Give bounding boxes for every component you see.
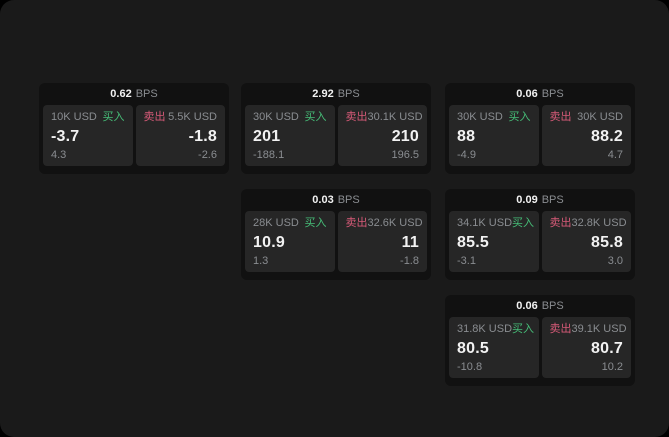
sell-tag: 卖出 — [345, 217, 368, 229]
buy-panel[interactable]: 31.8K USD 买入 80.5 -10.8 — [449, 317, 539, 378]
buy-panel[interactable]: 30K USD 买入 201 -188.1 — [245, 105, 335, 166]
buy-tag: 买入 — [512, 217, 535, 229]
sell-amount: 32.6K USD — [367, 217, 423, 229]
buy-sub-value: -4.9 — [457, 149, 476, 161]
quote-panels: 31.8K USD 买入 80.5 -10.8 卖出 39.1K USD 80.… — [445, 317, 635, 382]
quote-panels: 28K USD 买入 10.9 1.3 卖出 32.6K USD 11 -1.8 — [241, 211, 431, 276]
buy-tag: 买入 — [304, 111, 327, 123]
bps-unit: BPS — [541, 88, 564, 100]
sell-sub-value: -1.8 — [400, 255, 419, 267]
buy-panel[interactable]: 30K USD 买入 88 -4.9 — [449, 105, 539, 166]
sell-panel[interactable]: 卖出 30K USD 88.2 4.7 — [541, 105, 631, 166]
quote-panels: 30K USD 买入 88 -4.9 卖出 30K USD 88.2 4.7 — [445, 105, 635, 170]
bps-value: 0.06 — [516, 88, 538, 100]
sell-sub-value: -2.6 — [198, 149, 217, 161]
buy-sub-value: 4.3 — [51, 149, 67, 161]
sell-amount: 39.1K USD — [571, 323, 627, 335]
buy-price: 85.5 — [457, 233, 489, 251]
buy-panel[interactable]: 10K USD 买入 -3.7 4.3 — [43, 105, 133, 166]
bps-value: 0.09 — [516, 194, 538, 206]
sell-amount: 30.1K USD — [367, 111, 423, 123]
bps-header: 0.09 BPS — [445, 189, 635, 211]
buy-amount: 34.1K USD — [457, 217, 513, 229]
bps-header: 2.92 BPS — [241, 83, 431, 105]
bps-value: 0.62 — [110, 88, 132, 100]
bps-value: 0.03 — [312, 194, 334, 206]
quote-card-2: 2.92 BPS 30K USD 买入 201 -188.1 卖出 30.1K … — [241, 83, 431, 174]
sell-price: 210 — [391, 127, 419, 145]
quote-panels: 34.1K USD 买入 85.5 -3.1 卖出 32.8K USD 85.8… — [445, 211, 635, 276]
quote-card-1: 0.62 BPS 10K USD 买入 -3.7 4.3 卖出 5.5K USD… — [39, 83, 229, 174]
bps-value: 2.92 — [312, 88, 334, 100]
sell-price: -1.8 — [188, 127, 217, 145]
buy-price: -3.7 — [51, 127, 80, 145]
bps-unit: BPS — [135, 88, 158, 100]
bps-unit: BPS — [337, 88, 360, 100]
quote-card-3: 0.06 BPS 30K USD 买入 88 -4.9 卖出 30K USD 8… — [445, 83, 635, 174]
buy-tag: 买入 — [508, 111, 531, 123]
buy-amount: 28K USD — [253, 217, 299, 229]
buy-amount: 10K USD — [51, 111, 97, 123]
buy-panel[interactable]: 34.1K USD 买入 85.5 -3.1 — [449, 211, 539, 272]
sell-tag: 卖出 — [549, 323, 572, 335]
bps-header: 0.06 BPS — [445, 295, 635, 317]
bps-unit: BPS — [337, 194, 360, 206]
sell-tag: 卖出 — [549, 111, 572, 123]
sell-price: 85.8 — [591, 233, 623, 251]
bps-header: 0.03 BPS — [241, 189, 431, 211]
bps-header: 0.62 BPS — [39, 83, 229, 105]
buy-amount: 31.8K USD — [457, 323, 513, 335]
sell-tag: 卖出 — [345, 111, 368, 123]
sell-tag: 卖出 — [549, 217, 572, 229]
quote-panels: 10K USD 买入 -3.7 4.3 卖出 5.5K USD -1.8 -2.… — [39, 105, 229, 170]
buy-panel[interactable]: 28K USD 买入 10.9 1.3 — [245, 211, 335, 272]
sell-panel[interactable]: 卖出 39.1K USD 80.7 10.2 — [541, 317, 631, 378]
buy-tag: 买入 — [304, 217, 327, 229]
buy-price: 80.5 — [457, 339, 489, 357]
sell-panel[interactable]: 卖出 32.6K USD 11 -1.8 — [337, 211, 427, 272]
sell-amount: 5.5K USD — [168, 111, 217, 123]
sell-sub-value: 3.0 — [607, 255, 623, 267]
bps-value: 0.06 — [516, 300, 538, 312]
sell-amount: 30K USD — [577, 111, 623, 123]
buy-sub-value: -3.1 — [457, 255, 476, 267]
sell-sub-value: 4.7 — [607, 149, 623, 161]
buy-amount: 30K USD — [457, 111, 503, 123]
buy-sub-value: -10.8 — [457, 361, 483, 373]
buy-amount: 30K USD — [253, 111, 299, 123]
quote-card-5: 0.09 BPS 34.1K USD 买入 85.5 -3.1 卖出 32.8K… — [445, 189, 635, 280]
sell-tag: 卖出 — [143, 111, 166, 123]
sell-amount: 32.8K USD — [571, 217, 627, 229]
sell-panel[interactable]: 卖出 5.5K USD -1.8 -2.6 — [135, 105, 225, 166]
buy-tag: 买入 — [102, 111, 125, 123]
sell-sub-value: 196.5 — [391, 149, 419, 161]
buy-price: 201 — [253, 127, 281, 145]
bps-unit: BPS — [541, 194, 564, 206]
quote-card-6: 0.06 BPS 31.8K USD 买入 80.5 -10.8 卖出 39.1… — [445, 295, 635, 386]
buy-tag: 买入 — [512, 323, 535, 335]
sell-price: 11 — [401, 233, 419, 251]
buy-price: 10.9 — [253, 233, 285, 251]
bps-unit: BPS — [541, 300, 564, 312]
sell-panel[interactable]: 卖出 32.8K USD 85.8 3.0 — [541, 211, 631, 272]
bps-header: 0.06 BPS — [445, 83, 635, 105]
sell-panel[interactable]: 卖出 30.1K USD 210 196.5 — [337, 105, 427, 166]
quote-card-4: 0.03 BPS 28K USD 买入 10.9 1.3 卖出 32.6K US… — [241, 189, 431, 280]
buy-sub-value: -188.1 — [253, 149, 285, 161]
buy-sub-value: 1.3 — [253, 255, 269, 267]
sell-price: 88.2 — [591, 127, 623, 145]
buy-price: 88 — [457, 127, 476, 145]
quote-panels: 30K USD 买入 201 -188.1 卖出 30.1K USD 210 1… — [241, 105, 431, 170]
sell-sub-value: 10.2 — [601, 361, 623, 373]
sell-price: 80.7 — [591, 339, 623, 357]
